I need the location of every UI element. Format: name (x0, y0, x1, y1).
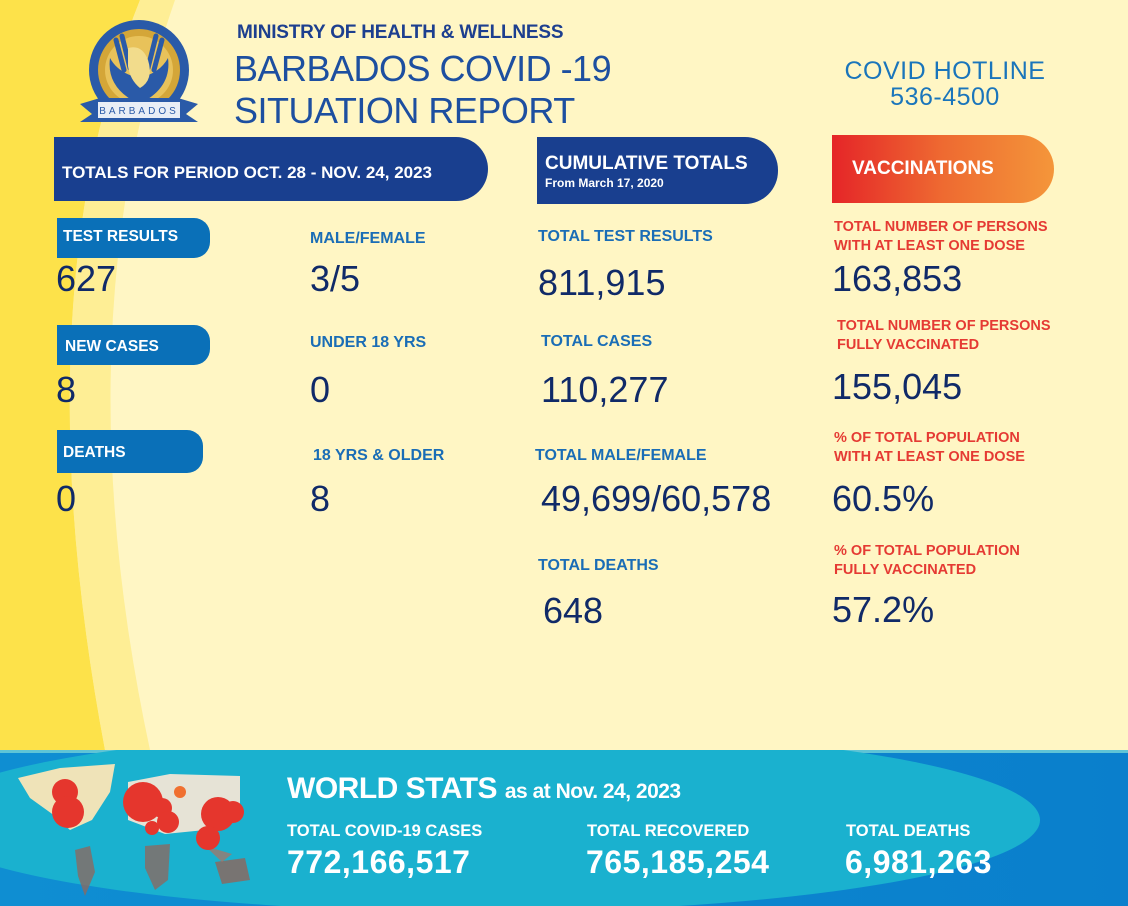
under-18-label: UNDER 18 YRS (310, 334, 427, 351)
logo-banner-text: BARBADOS (99, 106, 179, 117)
world-total-cases-value: 772,166,517 (287, 844, 471, 880)
cumulative-title: CUMULATIVE TOTALS (545, 153, 748, 174)
test-results-value: 627 (56, 258, 117, 299)
label-line2: WITH AT LEAST ONE DOSE (834, 449, 1025, 465)
world-total-recovered-value: 765,185,254 (586, 844, 770, 880)
world-total-deaths-value: 6,981,263 (845, 844, 992, 880)
world-stats-heading: WORLD STATS (287, 772, 498, 805)
report-title: BARBADOS COVID -19 SITUATION REPORT (234, 48, 612, 132)
world-stats-title: WORLD STATS as at Nov. 24, 2023 (287, 772, 681, 806)
at-least-one-dose-percent-label: % OF TOTAL POPULATION WITH AT LEAST ONE … (834, 429, 1025, 467)
test-results-tab: TEST RESULTS (57, 218, 210, 258)
total-male-female-label: TOTAL MALE/FEMALE (535, 447, 707, 464)
18-and-older-value: 8 (310, 478, 331, 519)
ministry-logo: BARBADOS (80, 20, 198, 122)
ministry-name: MINISTRY OF HEALTH & WELLNESS (237, 22, 564, 43)
fully-vaccinated-percent-value: 57.2% (832, 589, 935, 630)
at-least-one-dose-count-value: 163,853 (832, 258, 963, 299)
world-stats-background (0, 750, 1128, 906)
vaccinations-banner: VACCINATIONS (832, 135, 1054, 203)
total-deaths-label: TOTAL DEATHS (538, 557, 659, 574)
deaths-tab: DEATHS (57, 430, 203, 473)
world-map-virus-icon (18, 764, 250, 896)
label-line1: % OF TOTAL POPULATION (834, 543, 1020, 559)
report-title-line2: SITUATION REPORT (234, 90, 575, 131)
new-cases-tab: NEW CASES (57, 325, 210, 365)
label-line1: % OF TOTAL POPULATION (834, 430, 1020, 446)
total-test-results-label: TOTAL TEST RESULTS (538, 228, 713, 245)
period-banner: TOTALS FOR PERIOD OCT. 28 - NOV. 24, 202… (54, 137, 488, 201)
total-deaths-value: 648 (543, 590, 604, 631)
hotline-number: 536-4500 (890, 83, 1000, 111)
world-total-recovered-label: TOTAL RECOVERED (587, 822, 750, 840)
fully-vaccinated-count-value: 155,045 (832, 366, 963, 407)
covid-hotline: COVID HOTLINE 536-4500 (820, 58, 1070, 110)
under-18-value: 0 (310, 369, 331, 410)
hotline-label: COVID HOTLINE (844, 57, 1046, 85)
total-cases-value: 110,277 (541, 369, 669, 410)
new-cases-value: 8 (56, 369, 77, 410)
report-title-line1: BARBADOS COVID -19 (234, 48, 612, 89)
label-line2: FULLY VACCINATED (837, 337, 980, 353)
cumulative-subtitle: From March 17, 2020 (545, 176, 664, 190)
label-line1: TOTAL NUMBER OF PERSONS (837, 318, 1051, 334)
fully-vaccinated-percent-label: % OF TOTAL POPULATION FULLY VACCINATED (834, 542, 1020, 580)
world-total-deaths-label: TOTAL DEATHS (846, 822, 971, 840)
deaths-value: 0 (56, 478, 77, 519)
world-total-cases-label: TOTAL COVID-19 CASES (287, 822, 483, 840)
fully-vaccinated-count-label: TOTAL NUMBER OF PERSONS FULLY VACCINATED (837, 317, 1051, 355)
label-line1: TOTAL NUMBER OF PERSONS (834, 219, 1048, 235)
total-cases-label: TOTAL CASES (541, 333, 653, 350)
cumulative-banner: CUMULATIVE TOTALS From March 17, 2020 (537, 137, 778, 204)
male-female-label: MALE/FEMALE (310, 230, 426, 247)
male-female-value: 3/5 (310, 258, 361, 299)
total-male-female-value: 49,699/60,578 (541, 478, 772, 519)
label-line2: FULLY VACCINATED (834, 562, 977, 578)
total-test-results-value: 811,915 (538, 262, 666, 303)
at-least-one-dose-count-label: TOTAL NUMBER OF PERSONS WITH AT LEAST ON… (834, 218, 1048, 256)
18-and-older-label: 18 YRS & OLDER (313, 447, 445, 464)
world-stats-date: as at Nov. 24, 2023 (504, 780, 681, 803)
at-least-one-dose-percent-value: 60.5% (832, 478, 935, 519)
label-line2: WITH AT LEAST ONE DOSE (834, 238, 1025, 254)
